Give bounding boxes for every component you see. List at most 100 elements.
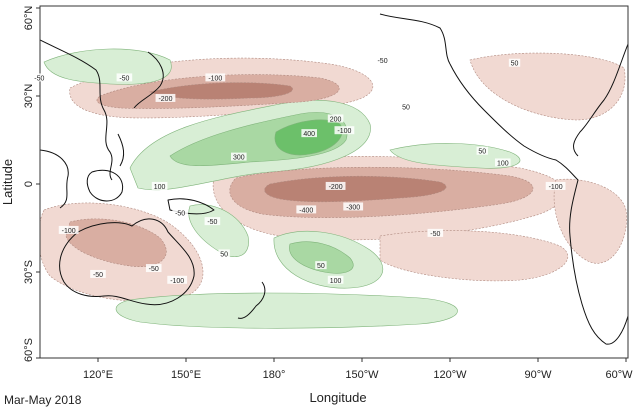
y-axis-title: Latitude bbox=[0, 159, 15, 205]
y-tick-labels: 60°N 30°N 0 30°S 60°S bbox=[23, 6, 35, 362]
contour-label-bg bbox=[231, 152, 247, 161]
contour-labels: -50 -50 -100 -200 -50 50 50 -100 300 400 200 50 100 1… bbox=[31, 55, 566, 285]
x-tick-label: 90°W bbox=[524, 369, 552, 381]
x-tick-labels: 120°E 150°E 180° 150°W 120°W 90°W 60°W bbox=[83, 369, 633, 381]
contour-label-bg bbox=[296, 205, 317, 214]
contour-label: -50 bbox=[175, 210, 185, 217]
contour-label: -200 bbox=[158, 96, 172, 103]
contour-label: 400 bbox=[303, 131, 315, 138]
contour-label-bg bbox=[31, 73, 48, 82]
contour-label-bg bbox=[205, 73, 226, 82]
y-tick-label: 30°S bbox=[23, 260, 35, 284]
x-tick-label: 150°W bbox=[345, 369, 379, 381]
contour-label-bg bbox=[315, 261, 327, 270]
contour-label: 200 bbox=[330, 116, 342, 123]
x-tick-label: 150°E bbox=[171, 369, 201, 381]
coast-south-america bbox=[569, 179, 628, 345]
coast-north-america bbox=[449, 63, 579, 181]
pos-anomaly-maritime bbox=[188, 204, 249, 257]
contour-label: -50 bbox=[377, 58, 387, 65]
contour-label: -100 bbox=[170, 278, 184, 285]
contour-label: -50 bbox=[119, 75, 129, 82]
contour-label-bg bbox=[172, 208, 188, 217]
contour-label: -50 bbox=[207, 219, 217, 226]
x-axis-title: Longitude bbox=[309, 390, 366, 405]
contour-label: 100 bbox=[330, 278, 342, 285]
contour-label-bg bbox=[400, 102, 412, 111]
contour-label: 50 bbox=[402, 105, 410, 112]
contour-label: -100 bbox=[208, 75, 222, 82]
contour-label-bg bbox=[334, 126, 355, 135]
neg-strong-equatorial bbox=[264, 175, 447, 203]
neg-anomaly-north-america bbox=[469, 52, 626, 121]
x-tick-label: 120°W bbox=[433, 369, 467, 381]
contour-label: 50 bbox=[317, 263, 325, 270]
contour-label: 300 bbox=[233, 155, 245, 162]
contour-label-bg bbox=[508, 58, 521, 67]
contour-label: -100 bbox=[62, 228, 76, 235]
y-tick-label: 60°S bbox=[23, 338, 35, 362]
x-tick-label: 180° bbox=[263, 369, 286, 381]
x-tick-label: 120°E bbox=[83, 369, 113, 381]
contour-label-bg bbox=[90, 269, 106, 278]
coast-borneo bbox=[86, 169, 124, 202]
anomaly-fill-strong bbox=[149, 82, 447, 203]
pos-anomaly-far-south bbox=[115, 292, 458, 329]
contour-label: 100 bbox=[154, 184, 166, 191]
coastlines bbox=[40, 13, 628, 345]
y-tick-label: 60°N bbox=[23, 6, 35, 31]
contour-label: -100 bbox=[337, 128, 351, 135]
pos-mid-south-pacific bbox=[289, 241, 354, 274]
contour-label: -50 bbox=[149, 266, 159, 273]
contour-label-bg bbox=[427, 228, 444, 237]
contour-label-bg bbox=[374, 55, 391, 64]
contour-label: -100 bbox=[549, 184, 563, 191]
contour-label-bg bbox=[116, 73, 133, 82]
coast-philippines bbox=[117, 133, 125, 167]
contour-label: 50 bbox=[511, 61, 519, 68]
contour-label: -50 bbox=[93, 272, 103, 279]
contour-label: 100 bbox=[497, 160, 509, 167]
x-tick-label: 60°W bbox=[605, 369, 633, 381]
contour-label-bg bbox=[218, 249, 230, 258]
coast-new-zealand bbox=[237, 281, 266, 319]
coast-australia bbox=[59, 218, 195, 306]
coast-japan bbox=[133, 51, 164, 109]
figure-caption: Mar-May 2018 bbox=[4, 393, 82, 407]
contour-label-bg bbox=[145, 264, 162, 273]
contour-label: 50 bbox=[478, 149, 486, 156]
contour-label-bg bbox=[327, 275, 344, 284]
coast-alaska bbox=[379, 13, 451, 65]
plot-area bbox=[40, 6, 628, 358]
contour-label-bg bbox=[495, 158, 511, 167]
coast-north-america-east bbox=[573, 43, 628, 157]
coast-east-asia bbox=[40, 39, 113, 181]
contour-label-bg bbox=[151, 181, 168, 190]
contour-label: -50 bbox=[430, 231, 440, 238]
plot-frame bbox=[39, 5, 629, 359]
contour-label: -200 bbox=[329, 184, 343, 191]
neg-strong-north-pacific bbox=[149, 82, 293, 100]
contour-label-bg bbox=[325, 181, 346, 190]
neg-anomaly-south-america bbox=[553, 178, 627, 264]
contour-label-bg bbox=[155, 93, 176, 102]
contour-label-bg bbox=[167, 275, 188, 284]
contour-label-bg bbox=[327, 114, 344, 123]
coast-indochina bbox=[40, 149, 69, 209]
contour-label: -50 bbox=[34, 75, 44, 82]
contour-label: -300 bbox=[346, 204, 360, 211]
contour-label: -400 bbox=[299, 207, 313, 214]
neg-mid-australia bbox=[65, 218, 167, 267]
contour-label-bg bbox=[204, 217, 221, 226]
neg-anomaly-south-band bbox=[379, 230, 569, 282]
contour-label: 50 bbox=[220, 251, 228, 258]
tick-marks bbox=[36, 7, 627, 362]
pos-strong-west-pacific bbox=[274, 119, 343, 156]
y-tick-label: 0 bbox=[23, 181, 35, 187]
contour-label-bg bbox=[476, 146, 488, 155]
contour-label-bg bbox=[301, 129, 317, 138]
y-tick-label: 30°N bbox=[23, 84, 35, 109]
contour-label-bg bbox=[343, 202, 364, 211]
contour-label-bg bbox=[545, 181, 566, 190]
